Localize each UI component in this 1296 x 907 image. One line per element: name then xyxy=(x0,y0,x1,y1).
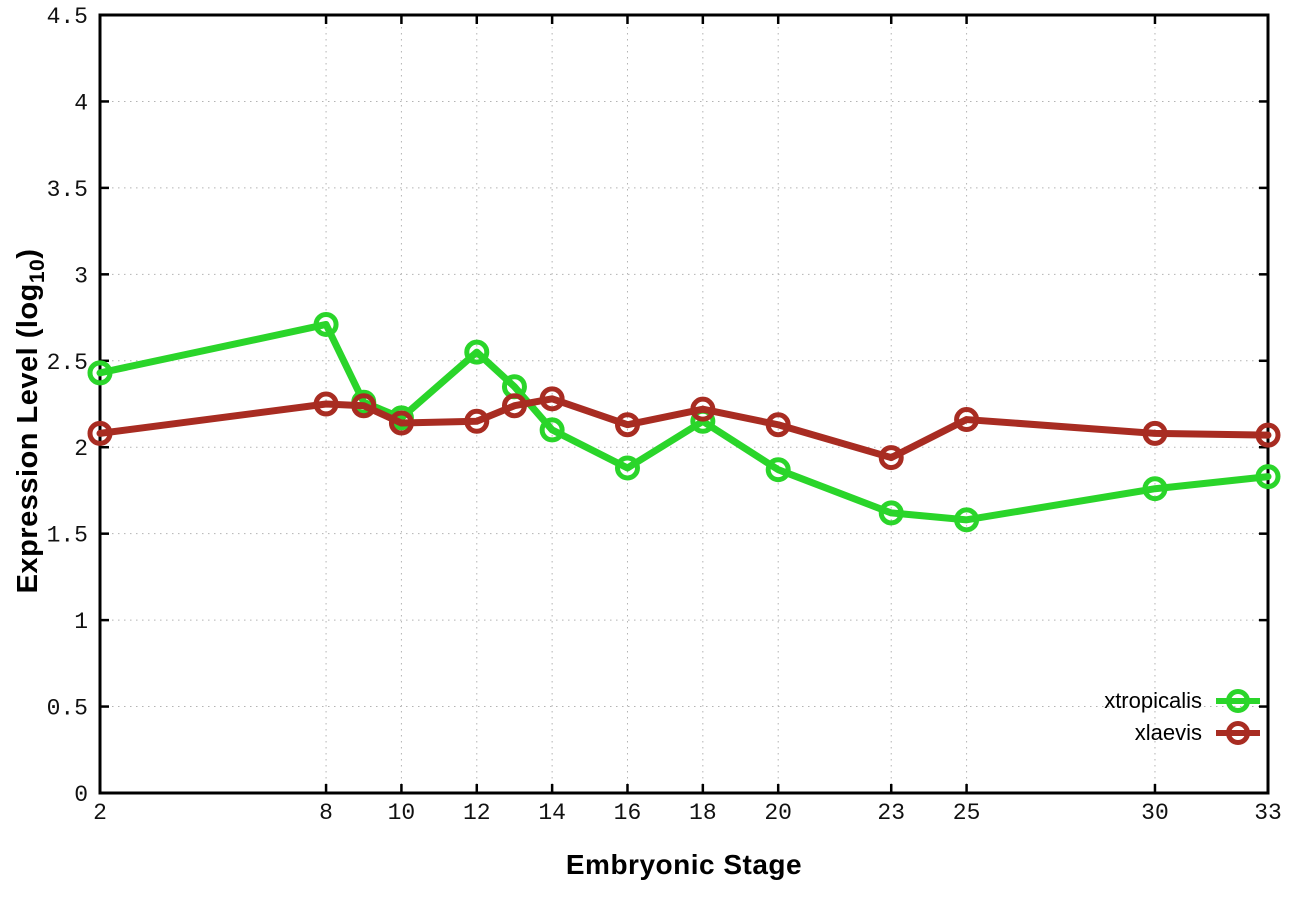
y-axis-title-text: Expression Level (log xyxy=(12,283,44,594)
x-tick-label: 16 xyxy=(614,800,642,826)
y-tick-label: 2.5 xyxy=(47,350,88,376)
x-tick-label: 20 xyxy=(764,800,792,826)
data-point-xtropicalis xyxy=(878,500,904,526)
data-point-xtropicalis xyxy=(954,507,980,533)
data-point-xlaevis xyxy=(464,408,490,434)
data-point-xlaevis xyxy=(690,396,716,422)
data-point-xtropicalis xyxy=(614,455,640,481)
data-point-xlaevis xyxy=(1255,422,1281,448)
y-tick-label: 3 xyxy=(74,263,88,289)
data-point-xlaevis xyxy=(614,412,640,438)
x-tick-label: 25 xyxy=(953,800,981,826)
data-point-xlaevis xyxy=(539,386,565,412)
y-tick-label: 3.5 xyxy=(47,177,88,203)
x-tick-label: 23 xyxy=(877,800,905,826)
x-tick-label: 33 xyxy=(1254,800,1282,826)
series-line-xlaevis xyxy=(96,395,1272,462)
data-point-xlaevis xyxy=(765,412,791,438)
y-tick-label: 4 xyxy=(74,90,88,116)
y-tick-label: 4.5 xyxy=(47,4,88,30)
series-line-xtropicalis xyxy=(96,320,1272,524)
legend-label: xlaevis xyxy=(1134,720,1202,745)
legend-item-xtropicalis: xtropicalis xyxy=(1104,687,1262,715)
data-point-xlaevis xyxy=(87,420,113,446)
y-tick-label: 1 xyxy=(74,609,88,635)
x-tick-label: 30 xyxy=(1141,800,1169,826)
y-tick-label: 2 xyxy=(74,436,88,462)
x-tick-label: 10 xyxy=(388,800,416,826)
y-axis-title: Expression Level (log10) xyxy=(10,121,49,721)
legend-label: xtropicalis xyxy=(1104,688,1202,713)
x-tick-label: 8 xyxy=(319,800,333,826)
data-point-xlaevis xyxy=(501,393,527,419)
data-point-xtropicalis xyxy=(1142,476,1168,502)
plot-border xyxy=(98,13,1270,795)
data-point-xtropicalis xyxy=(87,360,113,386)
x-axis-title: Embryonic Stage xyxy=(565,849,803,880)
y-axis-title-close: ) xyxy=(12,248,44,259)
legend-item-xlaevis: xlaevis xyxy=(1135,719,1262,747)
data-point-xlaevis xyxy=(313,391,339,417)
x-tick-label: 18 xyxy=(689,800,717,826)
legend: xtropicalis xlaevis xyxy=(1104,687,1262,747)
y-axis-title-subscript: 10 xyxy=(25,258,49,284)
y-tick-label: 0.5 xyxy=(47,696,88,722)
x-tick-label: 14 xyxy=(538,800,566,826)
data-point-xlaevis xyxy=(388,410,414,436)
data-point-xtropicalis xyxy=(765,457,791,483)
data-point-xlaevis xyxy=(878,445,904,471)
line-point-marker-icon xyxy=(1216,689,1260,713)
x-tick-label: 2 xyxy=(93,800,107,826)
data-point-xtropicalis xyxy=(539,417,565,443)
line-point-marker-icon xyxy=(1216,721,1260,745)
data-point-xlaevis xyxy=(954,407,980,433)
x-tick-label: 12 xyxy=(463,800,491,826)
y-tick-label: 0 xyxy=(74,782,88,808)
data-point-xlaevis xyxy=(351,393,377,419)
data-point-xtropicalis xyxy=(313,311,339,337)
data-point-xtropicalis xyxy=(1255,464,1281,490)
data-point-xlaevis xyxy=(1142,420,1168,446)
data-point-xtropicalis xyxy=(464,339,490,365)
y-tick-label: 1.5 xyxy=(47,523,88,549)
